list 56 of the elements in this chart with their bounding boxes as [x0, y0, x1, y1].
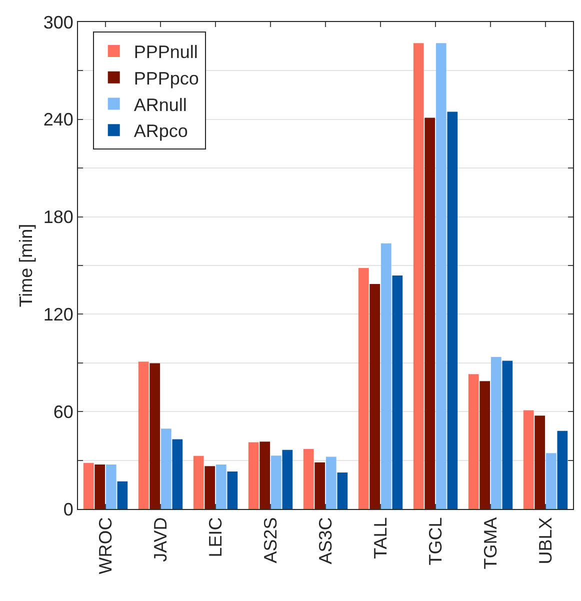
bar — [358, 268, 369, 509]
bar — [523, 410, 534, 509]
bar — [204, 466, 216, 509]
x-tick-label: TALL — [370, 517, 390, 559]
legend-label: ARnull — [134, 94, 187, 115]
legend-label: PPPnull — [134, 42, 198, 62]
bar — [270, 456, 282, 509]
bar — [138, 362, 149, 509]
y-tick-label: 60 — [53, 402, 74, 422]
y-tick-label: 120 — [43, 304, 74, 324]
bar — [557, 430, 568, 509]
y-tick-label: 300 — [43, 12, 74, 32]
x-tick-label: AS2S — [260, 517, 280, 564]
bar — [392, 276, 403, 509]
bar — [260, 442, 270, 509]
bar — [424, 118, 436, 509]
x-tick-label: LEIC — [205, 517, 226, 558]
bar — [227, 472, 238, 509]
bar — [117, 481, 128, 509]
bar — [502, 360, 513, 509]
bar — [546, 453, 556, 509]
bar — [303, 448, 314, 509]
bar — [380, 243, 392, 509]
bar — [282, 450, 293, 509]
bar — [534, 416, 546, 509]
y-tick-label: 180 — [43, 207, 74, 228]
bar — [150, 363, 160, 509]
bar — [326, 456, 336, 509]
legend-label: ARpco — [134, 121, 188, 142]
bar — [216, 464, 226, 509]
bar — [480, 381, 490, 509]
bar — [436, 43, 446, 509]
bar — [413, 43, 424, 509]
y-tick-label: 240 — [43, 110, 74, 130]
bar — [370, 284, 380, 509]
bar — [447, 112, 458, 509]
x-tick-label: WROC — [95, 517, 116, 574]
bar — [193, 456, 204, 509]
x-tick-label: TGCL — [425, 517, 446, 566]
y-axis-title: Time [min] — [16, 224, 36, 308]
x-tick-label: TGMA — [480, 517, 500, 570]
bar — [172, 439, 183, 509]
legend-label: PPPpco — [134, 68, 199, 88]
x-tick-label: AS3C — [315, 517, 336, 564]
x-tick-label: JAVD — [150, 517, 170, 562]
bar — [248, 442, 259, 509]
bar — [106, 464, 116, 509]
bar — [314, 462, 326, 509]
bar — [490, 357, 502, 509]
bar — [468, 374, 479, 509]
bar — [83, 462, 94, 509]
bar — [94, 464, 106, 509]
bar — [337, 472, 348, 509]
bar — [160, 428, 172, 509]
x-tick-label: UBLX — [535, 517, 556, 564]
y-tick-label: 0 — [63, 499, 74, 520]
